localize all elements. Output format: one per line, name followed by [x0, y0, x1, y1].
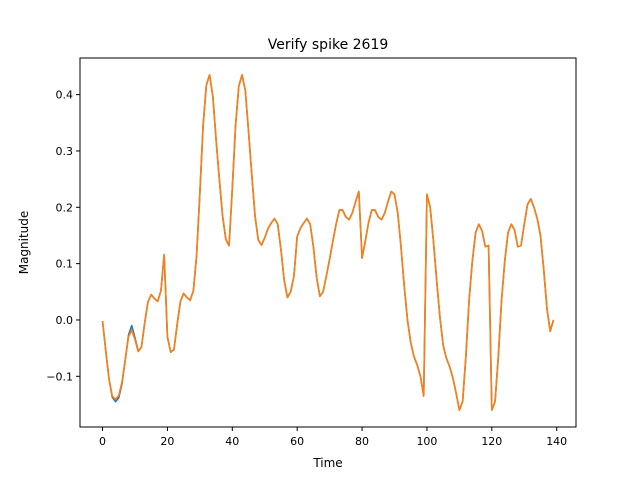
y-axis-label: Magnitude	[17, 211, 31, 275]
y-tick-label: 0.3	[56, 145, 74, 158]
x-tick-label: 120	[481, 435, 502, 448]
y-tick-label: 0.0	[56, 314, 74, 327]
x-tick-label: 40	[225, 435, 239, 448]
x-axis: 0 20 40 60 80 100 120 140	[99, 427, 567, 448]
y-tick-label: 0.4	[56, 89, 74, 102]
x-axis-label: Time	[312, 456, 342, 470]
x-tick-label: 80	[355, 435, 369, 448]
series-line-1	[101, 74, 555, 411]
y-tick-label: −0.1	[46, 370, 73, 383]
chart-title: Verify spike 2619	[268, 37, 389, 53]
y-axis: −0.1 0.0 0.1 0.2 0.3 0.4	[46, 89, 80, 383]
x-tick-label: 60	[290, 435, 304, 448]
y-tick-label: 0.2	[56, 201, 74, 214]
x-tick-label: 140	[546, 435, 567, 448]
plot-frame	[79, 57, 577, 428]
x-tick-label: 100	[416, 435, 437, 448]
x-tick-label: 0	[99, 435, 106, 448]
x-tick-label: 20	[160, 435, 174, 448]
y-tick-label: 0.1	[56, 258, 74, 271]
series-layer	[101, 74, 555, 411]
